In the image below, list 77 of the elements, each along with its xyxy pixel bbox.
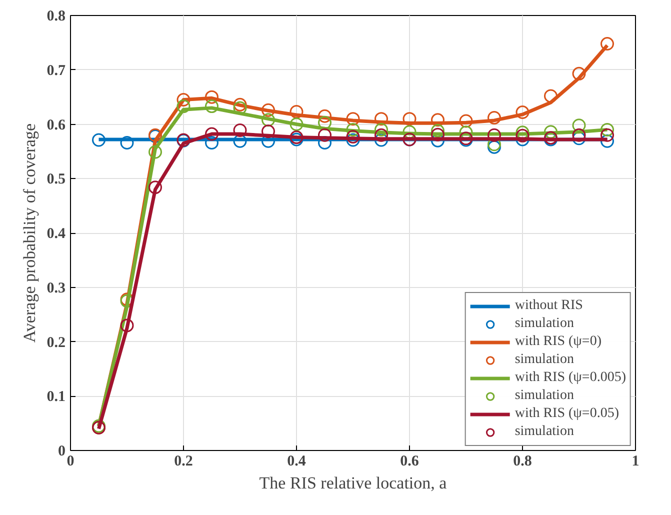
point <box>346 130 360 144</box>
point <box>233 101 247 115</box>
point <box>431 124 444 138</box>
point <box>600 122 614 136</box>
point <box>233 123 247 137</box>
point <box>516 126 530 140</box>
y-tick-label: 0.6 <box>46 117 66 134</box>
x-tick-label: 0.2 <box>174 454 193 470</box>
y-tick-label: 0.8 <box>46 8 66 24</box>
point <box>318 116 332 130</box>
y-tick-label: 0.3 <box>46 280 66 296</box>
legend-label: simulation <box>514 315 574 333</box>
point <box>262 113 275 127</box>
point <box>148 145 162 159</box>
point <box>402 112 416 126</box>
point <box>431 113 444 127</box>
point <box>488 140 501 154</box>
point <box>205 136 218 150</box>
point <box>459 126 473 140</box>
point <box>488 110 501 124</box>
legend-label: with RIS (ψ=0.005) <box>514 369 626 387</box>
point <box>488 128 501 142</box>
point <box>374 112 388 126</box>
legend-label: simulation <box>514 387 574 405</box>
legend-label: with RIS (ψ=0.05) <box>514 405 619 423</box>
point <box>544 89 558 103</box>
point <box>431 128 444 142</box>
point <box>572 66 586 80</box>
point <box>290 105 304 118</box>
x-tick-label: 0.8 <box>513 454 532 470</box>
point <box>600 128 614 142</box>
point <box>205 127 218 141</box>
point <box>374 128 388 142</box>
y-axis-title: Average probability of coverage <box>20 123 39 343</box>
legend-label: without RIS <box>514 297 583 315</box>
x-axis-title: The RIS relative location, a <box>259 474 448 492</box>
point <box>176 93 190 107</box>
point <box>176 100 190 114</box>
point <box>374 133 388 147</box>
point <box>402 125 416 139</box>
x-tick-label: 0.4 <box>287 454 306 470</box>
point <box>459 114 473 128</box>
point <box>318 109 332 123</box>
point <box>205 100 218 114</box>
point <box>120 136 134 150</box>
point <box>572 128 586 142</box>
point <box>233 134 247 148</box>
point <box>346 133 360 147</box>
legend-label: with RIS (ψ=0) <box>514 333 602 351</box>
point <box>544 125 558 139</box>
y-tick-label: 0.2 <box>46 334 66 351</box>
point <box>346 122 360 136</box>
point <box>318 128 332 142</box>
point <box>600 134 614 148</box>
point <box>92 133 106 147</box>
point <box>148 180 162 194</box>
legend-label: simulation <box>514 351 574 369</box>
point <box>233 98 247 112</box>
point <box>290 118 304 131</box>
point <box>572 118 586 132</box>
legend-label: simulation <box>514 423 574 441</box>
point <box>516 106 530 120</box>
point <box>516 128 530 142</box>
point <box>262 124 275 138</box>
point <box>374 122 388 136</box>
point <box>205 90 218 104</box>
point <box>600 37 614 51</box>
y-tick-label: 0.5 <box>46 172 66 188</box>
y-tick-label: 0.7 <box>46 62 66 79</box>
y-tick-label: 0 <box>58 444 66 460</box>
x-tick-label: 1 <box>632 454 640 470</box>
point <box>346 112 360 126</box>
x-tick-label: 0.6 <box>400 454 420 470</box>
point <box>120 318 134 332</box>
point <box>262 103 275 117</box>
y-tick-label: 0.4 <box>46 226 66 242</box>
y-tick-label: 0.1 <box>46 389 66 406</box>
